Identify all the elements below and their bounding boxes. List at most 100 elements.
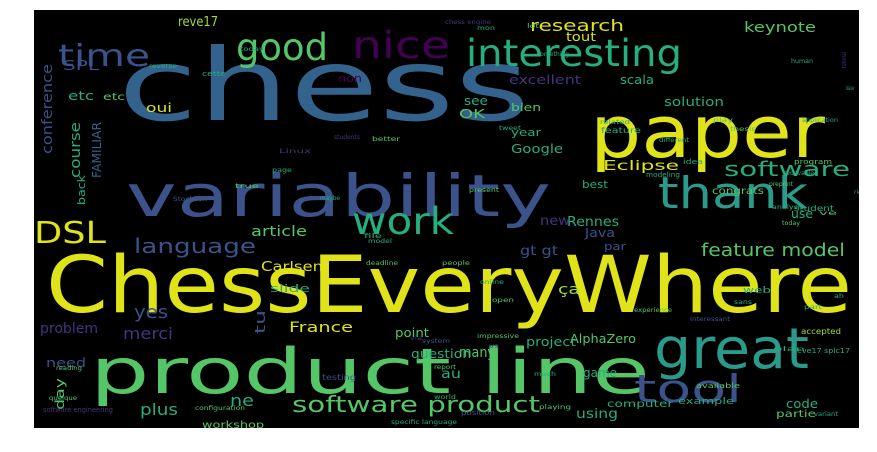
cloud-word: language (134, 234, 256, 258)
cloud-word: maybe (320, 195, 340, 202)
cloud-word: etc (68, 89, 94, 103)
cloud-word: reading (56, 365, 82, 372)
cloud-word: experience (634, 307, 672, 314)
cloud-word: specific language (391, 419, 457, 426)
cloud-word: file (364, 233, 383, 240)
cloud-word: Eclipse (603, 159, 679, 174)
cloud-word: better (372, 136, 401, 143)
cloud-word: new (540, 214, 570, 229)
cloud-word: impressive (477, 333, 519, 340)
cloud-word: plan (773, 346, 805, 353)
cloud-word: human (791, 58, 813, 65)
cloud-word: game (583, 366, 617, 380)
cloud-word: analysis (772, 204, 804, 211)
cloud-word: redevable (784, 170, 814, 177)
cloud-word: Java (584, 226, 615, 240)
cloud-word: nice (352, 24, 450, 67)
cloud-word: tout (566, 30, 596, 44)
cloud-word: computer (607, 399, 674, 410)
cloud-word: playing (539, 404, 571, 411)
cloud-word: program (794, 158, 832, 166)
cloud-word: tutorial (841, 52, 848, 68)
cloud-word: solution (664, 95, 724, 109)
cloud-word: part (804, 304, 823, 311)
cloud-word: work (352, 200, 455, 243)
cloud-word: year (511, 126, 542, 139)
cloud-word: interessant (690, 316, 731, 323)
cloud-word: system (422, 338, 450, 345)
cloud-word: tool (634, 367, 742, 411)
cloud-word: Rennes (567, 215, 619, 230)
cloud-word: different (659, 137, 690, 144)
cloud-word: ah (834, 293, 844, 300)
cloud-word: day (53, 378, 67, 410)
cloud-word: plus (140, 400, 178, 419)
cloud-word: idea (683, 158, 703, 166)
cloud-word: deadline (366, 260, 398, 267)
cloud-background (34, 10, 859, 428)
cloud-word: variability (126, 162, 551, 230)
cloud-word: great (654, 317, 809, 382)
cloud-word: AlphaZero (570, 332, 636, 346)
cloud-word: chess engine (445, 19, 491, 26)
cloud-word: reve17 splc17 (794, 347, 850, 355)
cloud-word: best (582, 178, 609, 191)
cloud-word: conference (40, 64, 56, 154)
cloud-word: today (782, 220, 800, 227)
cloud-word: ChessEveryWhere (46, 241, 852, 331)
cloud-word: au (441, 367, 461, 382)
cloud-word: web (743, 286, 771, 296)
cloud-word: quelque (49, 395, 77, 402)
cloud-word: students (334, 134, 360, 141)
cloud-word: France (289, 320, 353, 336)
cloud-word: bien (511, 101, 541, 114)
cloud-word: configuration (195, 405, 245, 412)
cloud-word: tweet (499, 125, 522, 132)
cloud-word: product line (90, 335, 650, 408)
cloud-word: vs (489, 343, 499, 350)
cloud-word: present (469, 187, 500, 194)
cloud-word: thank (658, 168, 809, 219)
cloud-word: sans (734, 299, 752, 306)
cloud-word: DSL (34, 216, 106, 251)
cloud-word: back (75, 174, 88, 205)
cloud-word: code (786, 397, 818, 411)
cloud-word: cette (202, 70, 226, 78)
cloud-word: feature (601, 126, 641, 135)
cloud-word: something (537, 51, 569, 58)
cloud-word: excellent (509, 73, 581, 87)
cloud-word: good (236, 26, 328, 69)
cloud-word: problem (40, 321, 98, 337)
cloud-word: software product (292, 393, 540, 418)
cloud-word: software engineering (43, 406, 113, 414)
cloud-word: right (854, 189, 859, 196)
cloud-word: research (530, 16, 624, 35)
cloud-word: open (492, 297, 514, 304)
cloud-word: play (713, 117, 734, 124)
cloud-word: SPL (63, 59, 100, 74)
cloud-word: OK (459, 107, 487, 121)
cloud-word: project (526, 335, 576, 349)
cloud-word: point (395, 326, 429, 340)
cloud-word: article (251, 224, 307, 240)
cloud-word: Stockfish (173, 196, 207, 203)
cloud-word: gt gt (520, 244, 558, 259)
cloud-word: reverse (149, 63, 177, 70)
cloud-word: need (46, 356, 86, 370)
cloud-word: etc (103, 92, 125, 103)
cloud-word: related (600, 119, 630, 126)
word-cloud-image: chess ChessEveryWhere product line paper var… (34, 10, 859, 428)
cloud-word: thesis (730, 126, 756, 133)
cloud-word: Google (511, 142, 563, 156)
cloud-word: people (442, 260, 470, 267)
cloud-word: world (434, 394, 456, 401)
cloud-word: report (434, 364, 457, 371)
cloud-word: true (235, 183, 260, 190)
cloud-word: variant (814, 411, 839, 418)
cloud-word: software (724, 157, 850, 181)
cloud-word: ça (558, 282, 580, 298)
cloud-word: accepted (801, 327, 841, 336)
cloud-word: question (411, 347, 471, 361)
cloud-word: course (68, 122, 84, 178)
cloud-word: ne (230, 391, 254, 410)
